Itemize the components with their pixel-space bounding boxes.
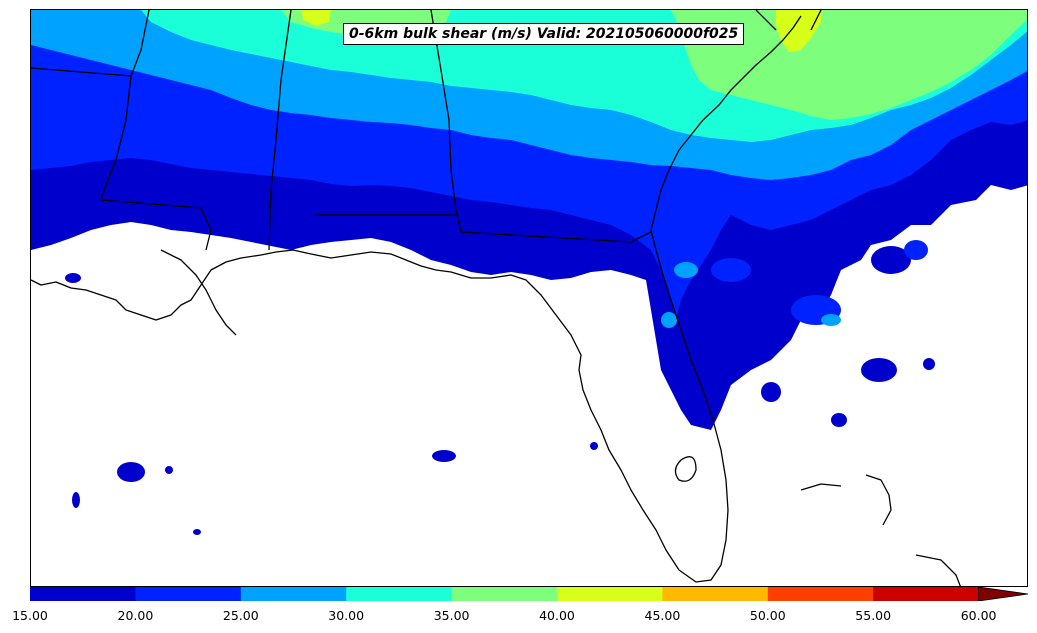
coastline-and-borders [31, 10, 961, 586]
colorbar-tick-label: 45.00 [644, 608, 681, 623]
colorbar-segment [240, 587, 347, 601]
colorbar-tick-label: 50.00 [749, 608, 786, 623]
isolated-shear-cells [65, 240, 935, 535]
colorbar-tick-label: 60.00 [960, 608, 997, 623]
map-panel: 0-6km bulk shear (m/s) Valid: 2021050600… [30, 9, 1028, 587]
colorbar-segment [767, 587, 874, 601]
colorbar-tick-label: 25.00 [222, 608, 259, 623]
shear-contour-40-45-north [301, 10, 331, 26]
colorbar-segment [662, 587, 769, 601]
colorbar-tick-label: 30.00 [328, 608, 365, 623]
colorbar-segment [135, 587, 242, 601]
colorbar-segment [30, 587, 136, 601]
shear-contour-40-45 [776, 10, 821, 52]
colorbar-tick-label: 15.00 [12, 608, 48, 623]
colorbar-tick-label: 20.00 [117, 608, 154, 623]
colorbar-extend-arrow [978, 587, 1028, 601]
shear-contour-35-40 [671, 10, 1027, 120]
map-title: 0-6km bulk shear (m/s) Valid: 2021050600… [343, 23, 745, 45]
colorbar-tick-label: 35.00 [433, 608, 470, 623]
colorbar-segment [873, 587, 980, 601]
colorbar-segment [451, 587, 558, 601]
colorbar-tick-label: 55.00 [855, 608, 892, 623]
colorbar [30, 587, 1028, 601]
colorbar-segment [346, 587, 453, 601]
colorbar-segment [557, 587, 663, 601]
shear-map [31, 10, 1027, 586]
colorbar-tick-label: 40.00 [539, 608, 575, 623]
